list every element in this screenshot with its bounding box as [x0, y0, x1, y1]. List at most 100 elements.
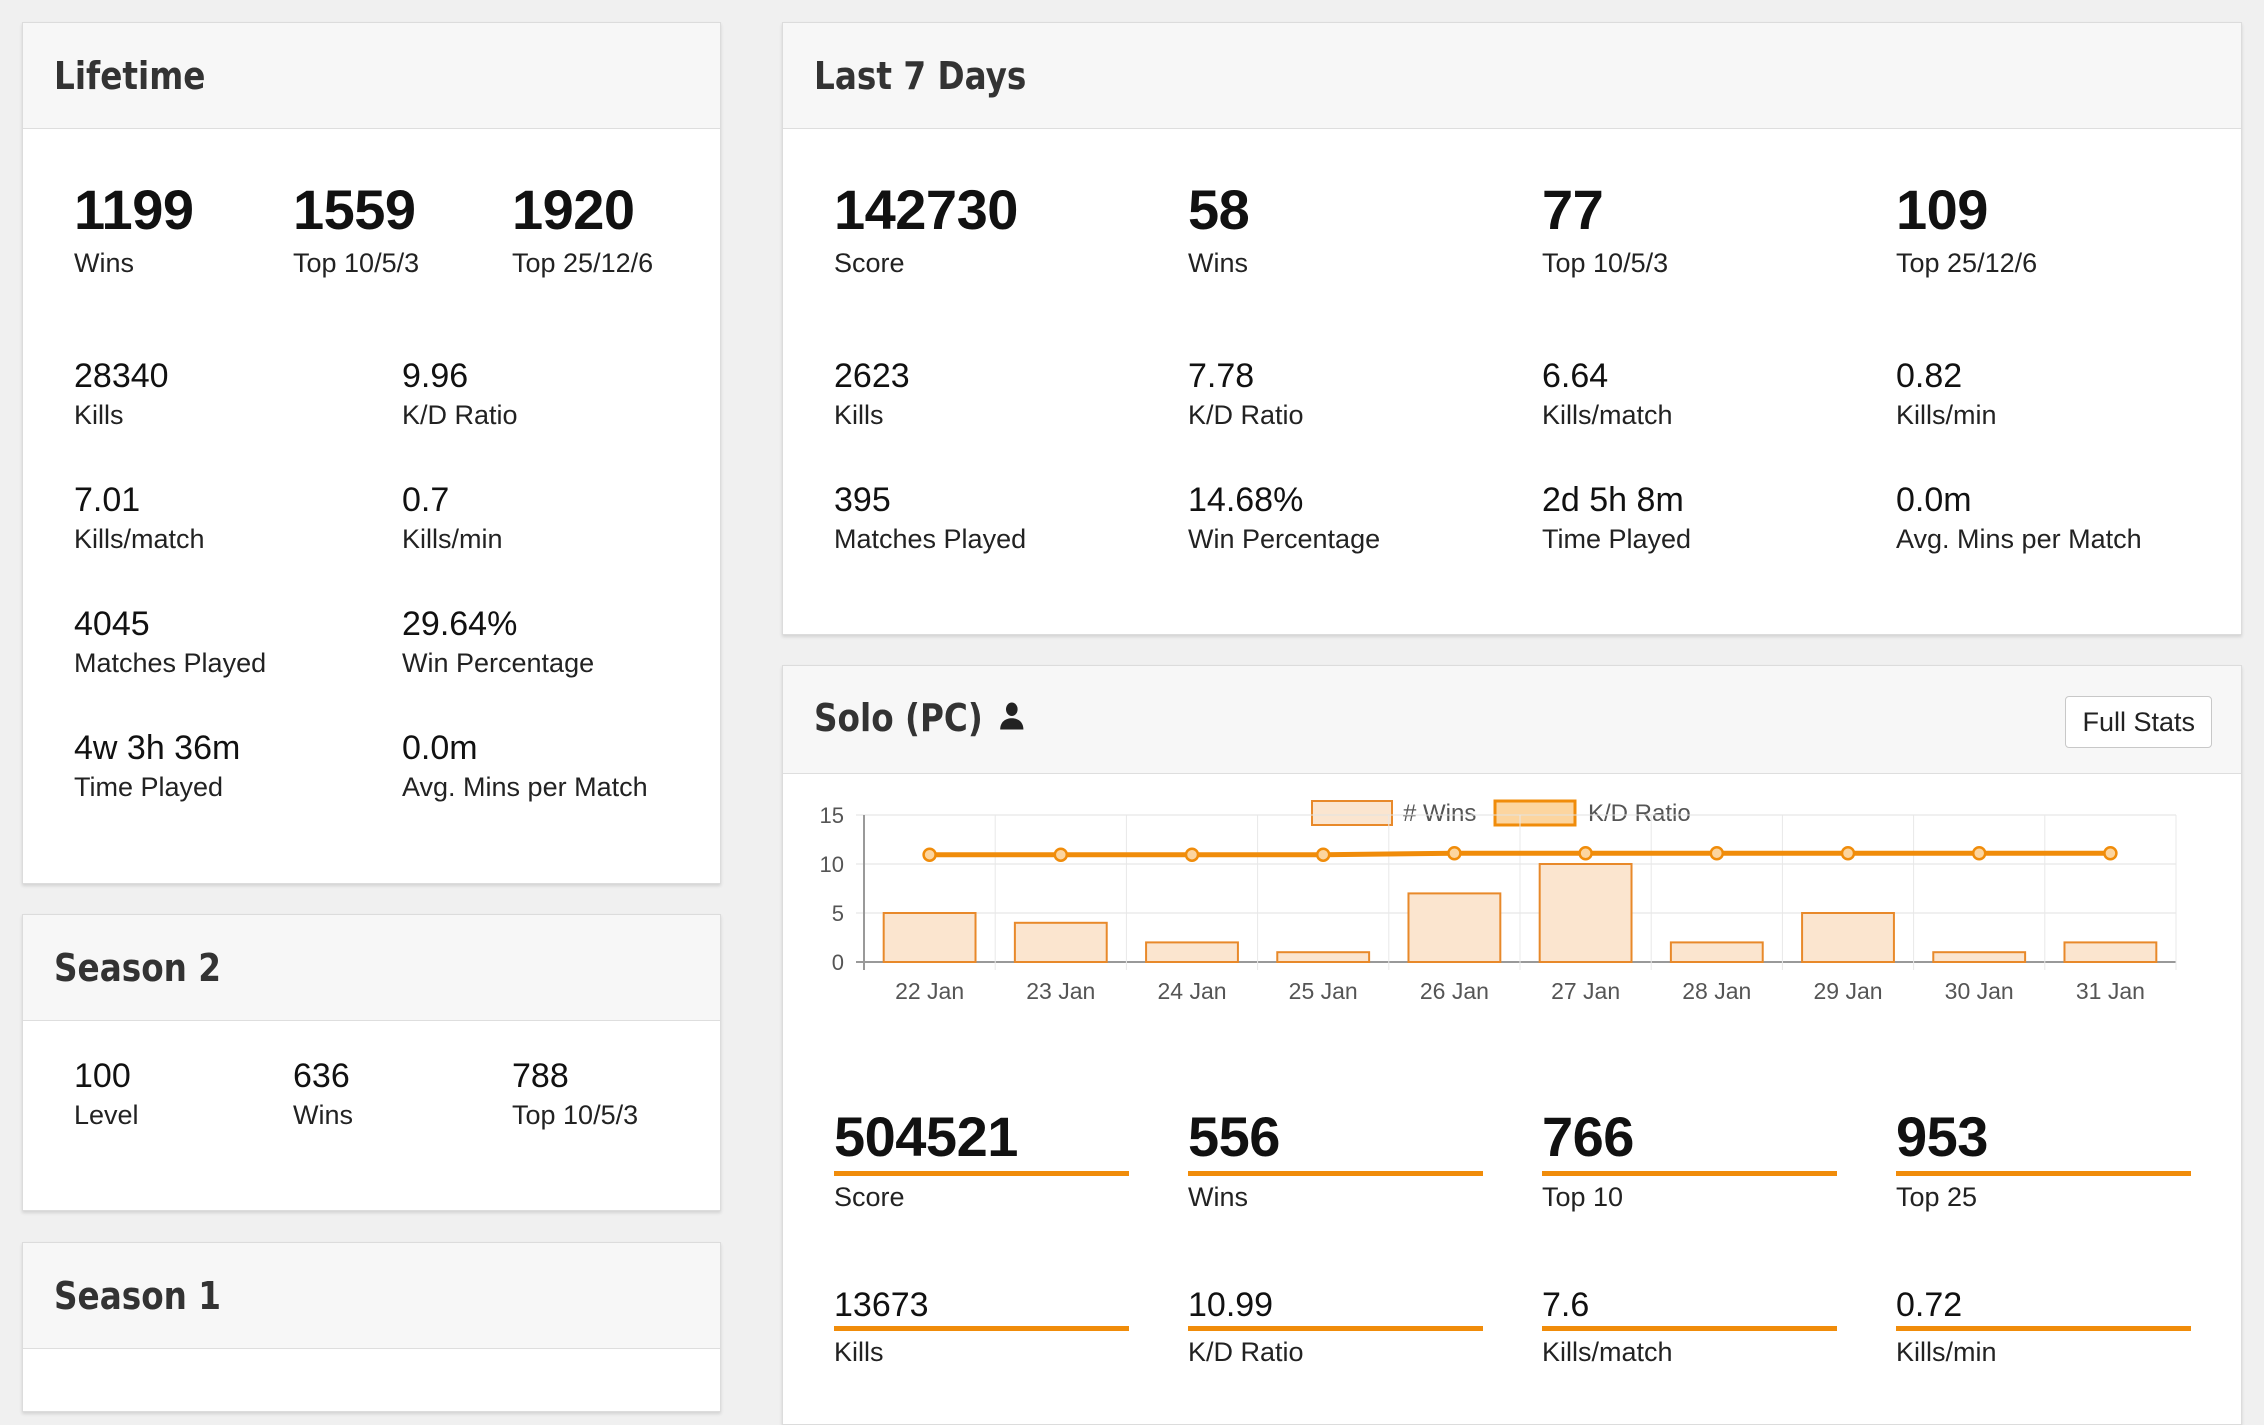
stat-value: 7.78 [1188, 357, 1255, 395]
stat-label: Time Played [74, 772, 224, 802]
stat-label: K/D Ratio [402, 400, 518, 430]
stat-underline [1896, 1326, 2191, 1331]
lifetime-kills-match: 7.01 Kills/match [74, 481, 205, 555]
x-tick-label: 29 Jan [1813, 978, 1882, 1004]
stat-label: K/D Ratio [1188, 1337, 1304, 1367]
last7-kills-match: 6.64 Kills/match [1542, 357, 1673, 431]
lifetime-kills: 28340 Kills [74, 357, 169, 431]
stat-label: K/D Ratio [1188, 400, 1304, 430]
stat-underline [1542, 1326, 1837, 1331]
stat-label: Kills/min [1896, 1337, 1997, 1367]
stat-label: Top 25/12/6 [512, 248, 654, 278]
stat-label: Wins [74, 248, 134, 278]
kd-point [1578, 845, 1593, 861]
stat-underline [1542, 1171, 1837, 1176]
stat-label: Kills/min [402, 524, 503, 554]
legend-wins-label: # Wins [1403, 800, 1476, 827]
legend-wins-swatch [1311, 800, 1393, 826]
stat-label: Score [834, 248, 905, 278]
season2-top10: 788 Top 10/5/3 [512, 1057, 638, 1131]
stat-value: 0.0m [402, 729, 478, 767]
full-stats-button[interactable]: Full Stats [2065, 696, 2212, 748]
stat-value: 0.7 [402, 481, 450, 519]
last7-time: 2d 5h 8m Time Played [1542, 481, 1691, 555]
solo-title-text: Solo (PC) [814, 696, 983, 740]
stat-underline [834, 1171, 1129, 1176]
solo-kills: 13673 Kills [834, 1286, 1129, 1368]
lifetime-avgmins: 0.0m Avg. Mins per Match [402, 729, 648, 803]
x-tick-label: 26 Jan [1420, 978, 1489, 1004]
user-icon [997, 698, 1028, 743]
solo-wins: 556 Wins [1188, 1104, 1483, 1213]
season1-header: Season 1 [23, 1243, 720, 1349]
lifetime-matches: 4045 Matches Played [74, 605, 266, 679]
stat-label: Avg. Mins per Match [402, 772, 648, 802]
stat-label: Kills [74, 400, 124, 430]
last7-top10: 77 Top 10/5/3 [1542, 177, 1668, 279]
stat-value: 1199 [74, 178, 194, 241]
stat-value: 766 [1542, 1105, 1634, 1168]
stat-value: 10.99 [1188, 1286, 1274, 1324]
lifetime-wins: 1199 Wins [74, 177, 194, 279]
stat-label: Kills/match [1542, 1337, 1673, 1367]
solo-chart: # Wins K/D Ratio 0 5 10 15 22 Jan 23 Jan 24 J… [820, 799, 2177, 1004]
wins-bar [1669, 941, 1764, 963]
stat-value: 142730 [834, 178, 1018, 241]
solo-title: Solo (PC) [814, 696, 1028, 743]
solo-kills-min: 0.72 Kills/min [1896, 1286, 2191, 1368]
solo-score: 504521 Score [834, 1104, 1129, 1213]
stat-value: 2623 [834, 357, 910, 395]
stat-value: 953 [1896, 1105, 1988, 1168]
last7-kd: 7.78 K/D Ratio [1188, 357, 1304, 431]
stat-value: 395 [834, 481, 891, 519]
solo-kills-match: 7.6 Kills/match [1542, 1286, 1837, 1368]
last7-header: Last 7 Days [783, 23, 2241, 129]
kd-point [1447, 845, 1462, 861]
stat-value: 556 [1188, 1105, 1280, 1168]
kd-point [1315, 847, 1331, 862]
last7-matches: 395 Matches Played [834, 481, 1026, 555]
legend-kd-label: K/D Ratio [1588, 800, 1691, 827]
stat-label: Wins [1188, 248, 1248, 278]
stat-value: 9.96 [402, 357, 469, 395]
stat-label: Wins [1188, 1182, 1248, 1212]
last7-title: Last 7 Days [814, 53, 1027, 98]
stat-label: Level [74, 1100, 139, 1130]
stat-underline [1896, 1171, 2191, 1176]
stat-value: 636 [293, 1057, 350, 1095]
stat-value: 504521 [834, 1105, 1018, 1168]
stat-value: 788 [512, 1057, 569, 1095]
stat-value: 109 [1896, 178, 1988, 241]
legend-kd-swatch [1493, 799, 1577, 827]
x-tick-label: 31 Jan [2076, 978, 2145, 1004]
wins-bar [1013, 921, 1108, 964]
stat-label: Avg. Mins per Match [1896, 524, 2142, 554]
stat-value: 14.68% [1188, 481, 1304, 519]
stat-value: 4w 3h 36m [74, 729, 241, 767]
last7-kills-min: 0.82 Kills/min [1896, 357, 1997, 431]
last7-avgmins: 0.0m Avg. Mins per Match [1896, 481, 2142, 555]
last7-top25: 109 Top 25/12/6 [1896, 177, 2037, 279]
solo-kd: 10.99 K/D Ratio [1188, 1286, 1483, 1368]
season1-title: Season 1 [54, 1273, 222, 1318]
last7-winpct: 14.68% Win Percentage [1188, 481, 1380, 555]
season1-card: Season 1 [22, 1242, 721, 1412]
stat-value: 7.6 [1542, 1286, 1590, 1324]
x-tick-label: 25 Jan [1289, 978, 1358, 1004]
stat-label: Kills/min [1896, 400, 1997, 430]
season2-card: Season 2 100 Level 636 Wins 788 Top 10/5… [22, 914, 721, 1211]
stat-label: Win Percentage [402, 648, 595, 678]
stat-label: Kills/match [1542, 400, 1673, 430]
season2-level: 100 Level [74, 1057, 139, 1131]
solo-card: Solo (PC) Full Stats # Wins K/D Ratio 0 5… [782, 665, 2242, 1425]
stat-underline [834, 1326, 1129, 1331]
stat-underline [1188, 1326, 1483, 1331]
stat-label: Matches Played [834, 524, 1027, 554]
wins-bar [882, 912, 977, 963]
stat-label: Score [834, 1182, 905, 1212]
stat-label: Top 10 [1542, 1182, 1624, 1212]
lifetime-header: Lifetime [23, 23, 720, 129]
kd-line [929, 850, 2111, 858]
stat-underline [1188, 1171, 1483, 1176]
stat-label: Time Played [1542, 524, 1692, 554]
